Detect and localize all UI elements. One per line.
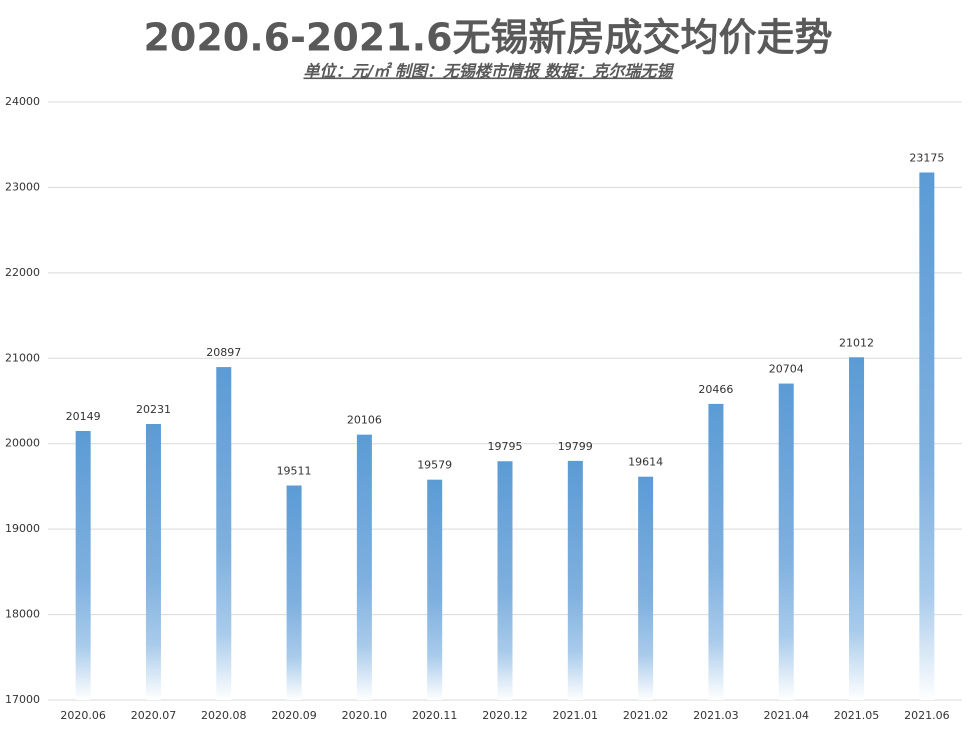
bar: [849, 357, 865, 700]
x-tick-label: 2020.09: [271, 709, 317, 722]
x-tick-label: 2021.03: [693, 709, 739, 722]
x-tick-label: 2020.08: [201, 709, 247, 722]
bar: [567, 460, 583, 700]
value-label: 20466: [698, 383, 733, 396]
bar: [145, 423, 161, 700]
bar: [497, 461, 513, 700]
x-tick-label: 2021.01: [553, 709, 599, 722]
value-label: 21012: [839, 336, 874, 349]
bar: [216, 367, 232, 700]
bar: [708, 403, 724, 700]
x-tick-label: 2020.10: [342, 709, 388, 722]
x-tick-label: 2021.05: [834, 709, 880, 722]
y-tick-label: 24000: [5, 95, 40, 108]
value-label: 20149: [66, 410, 101, 423]
bar: [778, 383, 794, 700]
bar: [427, 479, 443, 700]
bar: [75, 430, 91, 700]
y-tick-label: 23000: [5, 180, 40, 193]
y-tick-label: 21000: [5, 351, 40, 364]
value-label: 19511: [277, 464, 312, 477]
value-label: 19614: [628, 456, 663, 469]
chart-title: 2020.6-2021.6无锡新房成交均价走势: [143, 16, 832, 60]
bar: [919, 172, 935, 700]
value-label: 20106: [347, 414, 382, 427]
value-label: 19579: [417, 459, 452, 472]
x-tick-label: 2021.02: [623, 709, 669, 722]
value-label: 20704: [769, 363, 804, 376]
value-label: 20231: [136, 403, 171, 416]
x-tick-label: 2020.12: [482, 709, 528, 722]
value-label: 20897: [206, 346, 241, 359]
x-tick-label: 2021.04: [763, 709, 809, 722]
x-tick-label: 2021.06: [904, 709, 950, 722]
value-label: 19799: [558, 440, 593, 453]
y-tick-label: 18000: [5, 608, 40, 621]
y-tick-label: 19000: [5, 522, 40, 535]
x-tick-label: 2020.07: [131, 709, 177, 722]
y-tick-label: 22000: [5, 266, 40, 279]
bar: [286, 485, 302, 700]
chart-subtitle: 单位：元/㎡ 制图：无锡楼市情报 数据：克尔瑞无锡: [304, 62, 675, 81]
x-tick-label: 2020.06: [60, 709, 106, 722]
value-label: 19795: [488, 440, 523, 453]
value-label: 23175: [909, 151, 944, 164]
bar: [356, 434, 372, 700]
x-tick-label: 2020.11: [412, 709, 458, 722]
bar: [638, 476, 654, 700]
y-tick-label: 17000: [5, 693, 40, 706]
y-tick-label: 20000: [5, 437, 40, 450]
